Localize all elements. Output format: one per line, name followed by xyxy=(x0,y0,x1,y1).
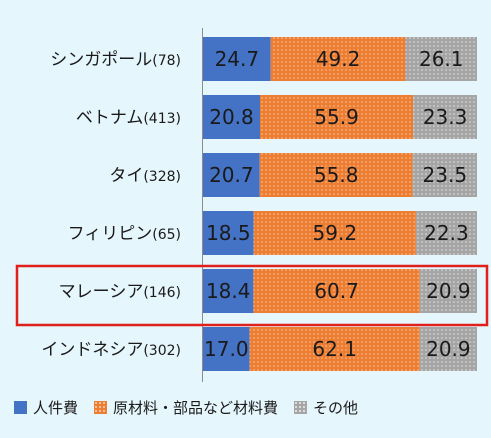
category-label: シンガポール(78) xyxy=(50,50,181,70)
bar-segment-labor xyxy=(203,327,250,371)
category-count: (65) xyxy=(152,227,181,243)
legend: 人件費 原材料・部品など材料費 その他 xyxy=(14,397,374,418)
legend-swatch-labor xyxy=(14,401,27,414)
bar-segment-materials xyxy=(253,269,420,313)
bar-segment-other xyxy=(412,153,477,197)
category-count: (328) xyxy=(143,169,181,185)
legend-item-other: その他 xyxy=(294,397,358,418)
category-label: インドネシア(302) xyxy=(41,340,181,360)
bar-segment-materials xyxy=(259,95,414,139)
bar-segment-other xyxy=(413,95,477,139)
category-count: (78) xyxy=(152,53,181,69)
bar-segment-labor xyxy=(203,37,271,81)
data-label-materials: 49.2 xyxy=(316,47,361,71)
category-name: フィリピン xyxy=(68,224,153,244)
category-name: インドネシア xyxy=(41,340,143,360)
category-label: ベトナム(413) xyxy=(76,108,181,128)
legend-label-materials: 原材料・部品など材料費 xyxy=(113,399,279,417)
category-label: マレーシア(146) xyxy=(59,282,181,302)
category-name: ベトナム xyxy=(76,108,144,128)
data-label-materials: 55.8 xyxy=(314,163,359,187)
data-label-labor: 20.8 xyxy=(209,105,254,129)
legend-label-labor: 人件費 xyxy=(33,399,79,417)
bar-segment-labor xyxy=(203,95,260,139)
data-label-other: 20.9 xyxy=(426,279,471,303)
bar-segment-labor xyxy=(203,153,260,197)
data-label-materials: 55.9 xyxy=(314,105,359,129)
legend-item-labor: 人件費 xyxy=(14,397,78,418)
data-label-other: 26.1 xyxy=(419,47,464,71)
category-label: タイ(328) xyxy=(109,166,181,186)
category-count: (302) xyxy=(143,343,181,359)
data-label-labor: 18.5 xyxy=(206,221,251,245)
legend-item-materials: 原材料・部品など材料費 xyxy=(94,397,278,418)
bar-segment-labor xyxy=(203,269,254,313)
data-label-other: 23.5 xyxy=(423,163,468,187)
bar-segment-labor xyxy=(203,211,254,255)
highlight-box xyxy=(15,264,489,327)
data-label-labor: 17.0 xyxy=(204,337,249,361)
label-group: シンガポール(78) 24.7 49.2 26.1 ベトナム(413) 20.8 55.9 2… xyxy=(41,47,470,361)
data-label-labor: 20.7 xyxy=(209,163,254,187)
bar-segment-other xyxy=(405,37,477,81)
bar-segment-other xyxy=(419,269,477,313)
bar-segment-materials xyxy=(259,153,413,197)
data-label-materials: 60.7 xyxy=(314,279,359,303)
category-label: フィリピン(65) xyxy=(68,224,181,244)
data-label-other: 20.9 xyxy=(426,337,471,361)
bar-segment-materials xyxy=(253,211,416,255)
bar-segment-materials xyxy=(270,37,406,81)
bar-group xyxy=(203,37,477,371)
bar-segment-materials xyxy=(249,327,420,371)
data-label-labor: 18.4 xyxy=(206,279,251,303)
category-name: タイ xyxy=(109,166,143,186)
data-label-materials: 59.2 xyxy=(313,221,358,245)
data-label-other: 22.3 xyxy=(424,221,469,245)
category-name: シンガポール xyxy=(50,50,152,70)
legend-swatch-materials xyxy=(94,401,108,414)
category-count: (146) xyxy=(143,285,181,301)
data-label-labor: 24.7 xyxy=(215,47,260,71)
bar-segment-other xyxy=(415,211,477,255)
bar-segment-other xyxy=(419,327,477,371)
data-label-materials: 62.1 xyxy=(312,337,357,361)
data-label-other: 23.3 xyxy=(423,105,468,129)
category-name: マレーシア xyxy=(59,282,144,302)
legend-swatch-other xyxy=(294,401,308,414)
legend-label-other: その他 xyxy=(313,399,359,417)
category-count: (413) xyxy=(143,111,181,127)
